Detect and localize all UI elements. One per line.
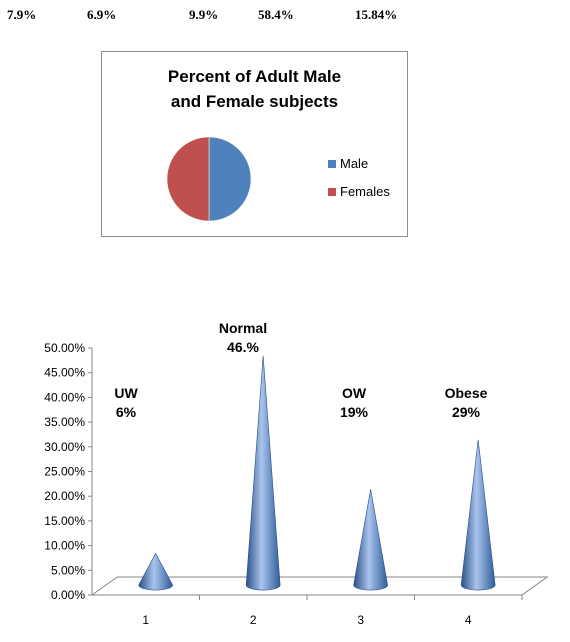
data-annotation: Normal 46.% xyxy=(219,320,267,355)
pie-chart: Percent of Adult Male and Female subject… xyxy=(101,51,408,237)
y-tick-label: 25.00% xyxy=(44,465,85,479)
y-tick-label: 50.00% xyxy=(44,341,85,355)
data-annotation: UW 6% xyxy=(114,385,138,420)
pie-slice-females xyxy=(166,136,210,222)
y-tick-label: 10.00% xyxy=(44,539,85,553)
y-tick-label: 35.00% xyxy=(44,415,85,429)
top-value: 58.4% xyxy=(258,7,294,22)
cone-bar xyxy=(138,552,173,591)
legend-swatch-male xyxy=(328,160,336,168)
legend-swatch-females xyxy=(328,188,336,196)
x-tick-label: 1 xyxy=(142,613,149,627)
y-tick-label: 0.00% xyxy=(51,588,85,602)
legend-label: Females xyxy=(340,184,390,199)
cone-bar xyxy=(245,355,281,591)
x-tick-label: 2 xyxy=(250,613,257,627)
pie-title-line: Percent of Adult Male xyxy=(167,67,342,86)
pie-title-line: and Female subjects xyxy=(170,92,339,111)
cone-bar xyxy=(353,489,388,591)
y-tick-label: 20.00% xyxy=(44,489,85,503)
pie-slice-male xyxy=(208,136,252,222)
top-value: 7.9% xyxy=(7,7,37,22)
y-tick-label: 5.00% xyxy=(51,563,85,577)
x-tick-label: 3 xyxy=(357,613,364,627)
pie-chart-title: Percent of Adult Male and Female subject… xyxy=(102,64,407,114)
cone-chart-axes xyxy=(88,347,549,600)
legend-label: Male xyxy=(340,156,369,171)
y-tick-label: 30.00% xyxy=(44,440,85,454)
x-tick-label: 4 xyxy=(465,613,472,627)
y-tick-label: 15.00% xyxy=(44,514,85,528)
legend-item-females: Females xyxy=(328,184,390,199)
cone-bar xyxy=(460,439,496,591)
y-tick-label: 40.00% xyxy=(44,390,85,404)
top-value: 6.9% xyxy=(87,7,117,22)
data-annotation: Obese 29% xyxy=(445,385,488,420)
data-annotation: OW 19% xyxy=(340,385,369,420)
top-value: 9.9% xyxy=(189,7,219,22)
legend-item-male: Male xyxy=(328,156,368,171)
pie-plot xyxy=(166,136,252,222)
y-tick-label: 45.00% xyxy=(44,366,85,380)
top-value: 15.84% xyxy=(355,7,398,22)
